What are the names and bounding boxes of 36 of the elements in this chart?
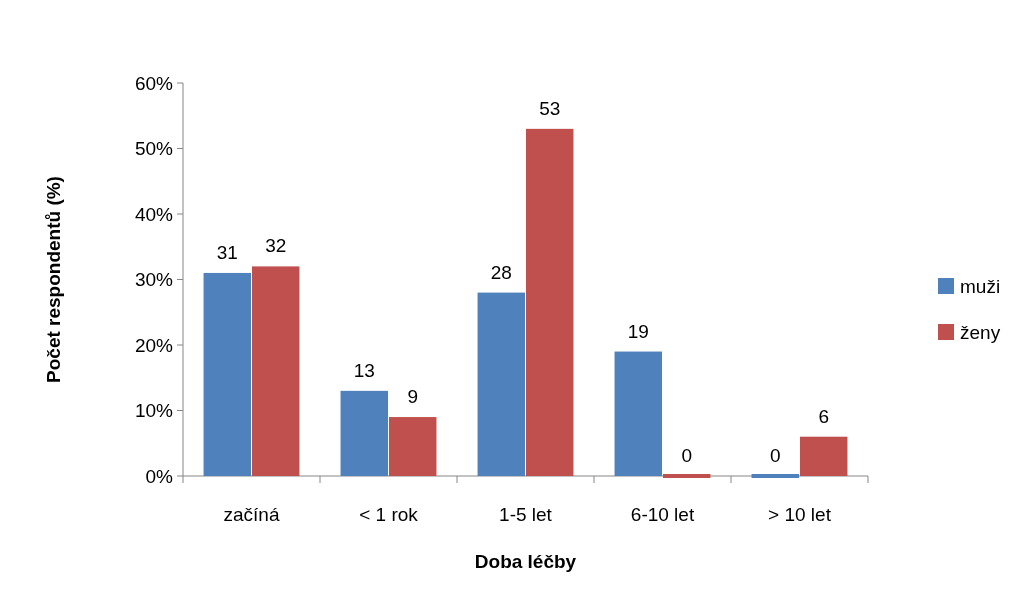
x-tick-label: 6-10 let	[630, 504, 695, 525]
y-tick-label: 40%	[134, 203, 174, 225]
data-label: 6	[818, 405, 830, 427]
y-tick-label: 60%	[134, 72, 174, 94]
data-label: 13	[353, 359, 375, 381]
bar	[614, 351, 663, 476]
bar	[525, 128, 574, 476]
data-label: 32	[265, 235, 287, 257]
data-label: 9	[407, 386, 419, 408]
bar	[662, 474, 711, 478]
x-tick-label: < 1 rok	[359, 504, 419, 525]
bar	[477, 292, 526, 476]
data-label: 19	[627, 320, 649, 342]
x-axis-title: Doba léčby	[474, 551, 577, 572]
bar	[388, 417, 437, 476]
data-label: 0	[769, 445, 781, 466]
data-label: 53	[539, 97, 561, 119]
y-axis-title: Počet respondentů (%)	[43, 176, 64, 383]
bar	[340, 390, 389, 476]
bar	[799, 436, 848, 476]
data-label: 28	[490, 261, 512, 283]
bar	[203, 272, 252, 476]
bar	[751, 474, 800, 478]
data-label: 0	[681, 445, 693, 466]
x-tick-label: 1-5 let	[499, 504, 553, 525]
y-tick-label: 50%	[134, 138, 174, 160]
x-tick-label: začíná	[223, 504, 280, 525]
y-tick-label: 10%	[134, 400, 174, 422]
y-tick-label: 0%	[145, 465, 174, 487]
y-tick-label: 30%	[134, 269, 174, 291]
y-tick-label: 20%	[134, 334, 174, 356]
legend-label: ženy	[960, 321, 1001, 343]
x-tick-label: > 10 let	[768, 504, 832, 525]
bar	[251, 266, 300, 476]
legend-label: muži	[960, 275, 1001, 297]
data-label: 31	[216, 241, 238, 263]
